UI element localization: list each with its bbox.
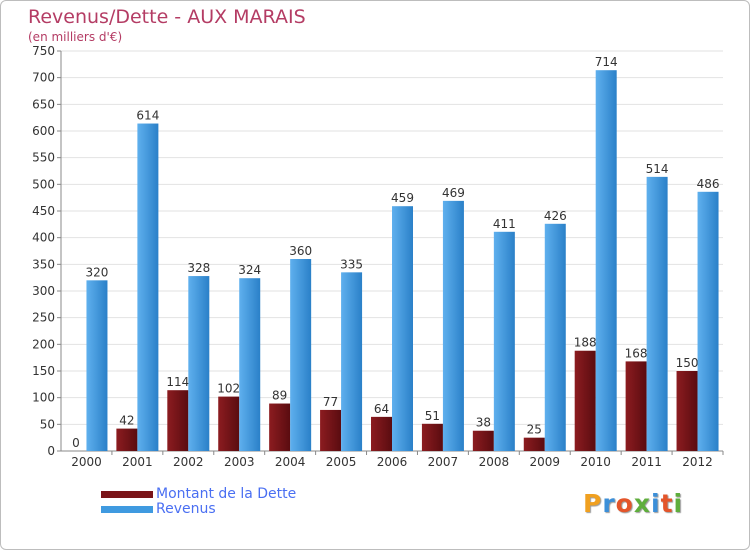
x-tick-label: 2003 — [224, 455, 255, 469]
bar-revenus — [239, 278, 261, 451]
legend-label-revenus: Revenus — [156, 501, 216, 517]
x-tick-label: 2009 — [529, 455, 560, 469]
data-label-revenus: 614 — [136, 109, 159, 123]
legend-swatch-revenus — [101, 506, 153, 513]
x-tick-label: 2008 — [479, 455, 510, 469]
data-label-dette: 188 — [574, 336, 597, 350]
y-tick-label: 100 — [32, 391, 55, 405]
bar-dette — [371, 416, 392, 451]
bar-dette — [269, 403, 291, 451]
data-label-dette: 102 — [217, 382, 240, 396]
x-tick-label: 2011 — [631, 455, 662, 469]
bar-dette — [625, 361, 647, 451]
bar-dette — [320, 409, 342, 451]
bar-dette — [421, 423, 443, 451]
x-tick-label: 2004 — [275, 455, 306, 469]
data-label-dette: 89 — [272, 389, 287, 403]
data-label-revenus: 411 — [493, 217, 516, 231]
data-label-dette: 114 — [166, 375, 189, 389]
bar-revenus — [646, 176, 668, 451]
bar-dette — [574, 350, 596, 451]
y-tick-label: 700 — [32, 71, 55, 85]
data-label-revenus: 714 — [595, 55, 618, 69]
bar-revenus — [86, 280, 108, 451]
bar-revenus — [595, 70, 617, 451]
data-label-revenus: 324 — [238, 263, 261, 277]
data-label-dette: 38 — [476, 416, 491, 430]
x-tick-label: 2006 — [377, 455, 408, 469]
bar-dette — [472, 430, 494, 451]
y-tick-label: 350 — [32, 257, 55, 271]
data-label-revenus: 469 — [442, 186, 465, 200]
proxiti-logo: Proxiti — [583, 489, 684, 518]
data-label-revenus: 328 — [187, 261, 210, 275]
bar-revenus — [544, 223, 566, 451]
data-label-revenus: 360 — [289, 244, 312, 258]
y-tick-label: 750 — [32, 44, 55, 58]
y-tick-label: 650 — [32, 97, 55, 111]
bar-revenus — [697, 191, 719, 452]
x-tick-label: 2002 — [173, 455, 204, 469]
data-label-revenus: 335 — [340, 257, 363, 271]
y-tick-label: 200 — [32, 337, 55, 351]
bar-revenus — [290, 259, 312, 451]
x-tick-label: 2001 — [122, 455, 153, 469]
data-label-revenus: 514 — [646, 162, 669, 176]
bar-revenus — [493, 231, 515, 451]
bar-dette — [167, 390, 189, 451]
bar-revenus — [392, 206, 413, 451]
bar-dette — [116, 428, 138, 451]
y-tick-label: 450 — [32, 204, 55, 218]
legend-label-dette: Montant de la Dette — [156, 486, 297, 502]
y-tick-label: 250 — [32, 311, 55, 325]
y-tick-label: 300 — [32, 284, 55, 298]
data-label-dette: 25 — [527, 423, 542, 437]
data-label-revenus: 320 — [86, 265, 109, 279]
x-tick-label: 2007 — [428, 455, 459, 469]
y-tick-label: 400 — [32, 231, 55, 245]
bar-dette — [676, 371, 698, 451]
data-label-dette: 64 — [374, 402, 389, 416]
legend-swatch-dette — [101, 491, 153, 498]
x-tick-label: 2010 — [580, 455, 611, 469]
bar-dette — [218, 396, 240, 451]
data-label-dette: 42 — [119, 414, 134, 428]
y-tick-label: 550 — [32, 151, 55, 165]
data-label-dette: 150 — [676, 356, 699, 370]
data-label-dette: 168 — [625, 346, 648, 360]
data-label-dette: 77 — [323, 395, 338, 409]
chart-title: Revenus/Dette - AUX MARAIS — [28, 6, 306, 28]
y-tick-label: 150 — [32, 364, 55, 378]
bar-revenus — [188, 276, 210, 451]
y-tick-label: 500 — [32, 177, 55, 191]
x-tick-label: 2005 — [326, 455, 357, 469]
data-label-dette: 0 — [72, 436, 80, 450]
bar-revenus — [442, 200, 464, 451]
x-tick-label: 2000 — [71, 455, 102, 469]
data-label-revenus: 486 — [697, 177, 720, 191]
y-tick-label: 600 — [32, 124, 55, 138]
data-label-revenus: 426 — [544, 209, 567, 223]
bar-revenus — [341, 272, 363, 451]
y-tick-label: 0 — [47, 444, 55, 458]
y-tick-label: 50 — [40, 417, 55, 431]
bar-revenus — [137, 123, 159, 452]
chart-subtitle: (en milliers d'€) — [28, 30, 123, 44]
x-tick-label: 2012 — [682, 455, 713, 469]
data-label-revenus: 459 — [391, 191, 414, 205]
data-label-dette: 51 — [425, 409, 440, 423]
bar-dette — [523, 437, 545, 451]
